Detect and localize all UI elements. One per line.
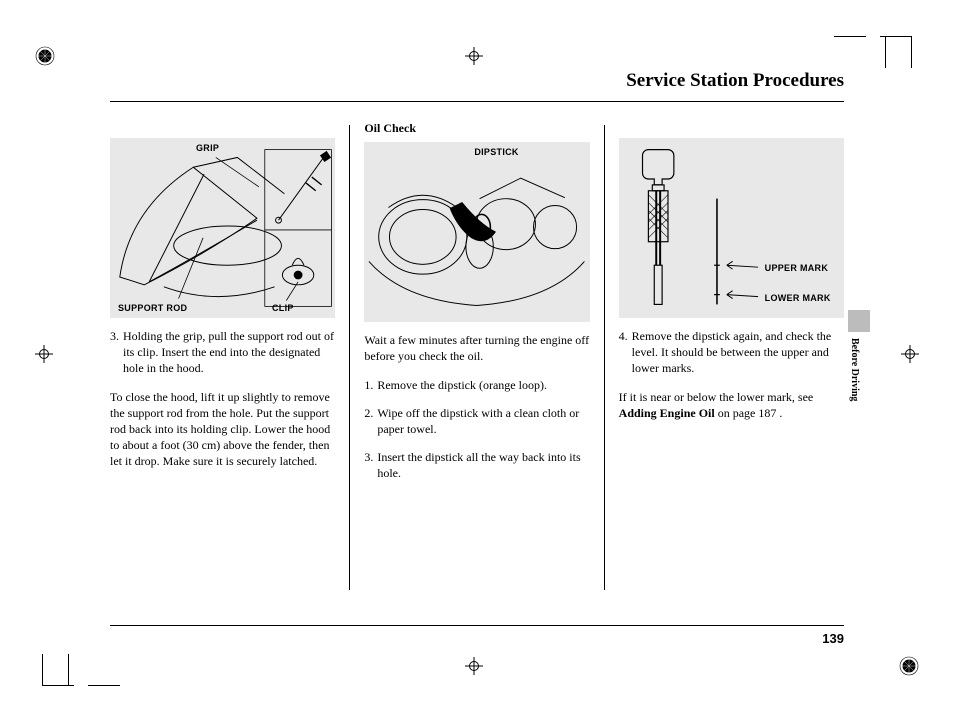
- column-divider: [604, 125, 605, 590]
- step-3: 3. Holding the grip, pull the support ro…: [110, 328, 335, 377]
- crop-mark: [42, 654, 43, 686]
- registration-mark-icon: [35, 46, 55, 66]
- figure-engine-dipstick: DIPSTICK: [364, 142, 589, 322]
- fig-label-support-rod: SUPPORT ROD: [118, 302, 187, 314]
- crop-mark: [42, 685, 74, 686]
- step-number: 4.: [619, 328, 628, 377]
- close-hood-paragraph: To close the hood, lift it up slightly t…: [110, 389, 335, 470]
- title-rule: [110, 101, 844, 102]
- content-columns: GRIP SUPPORT ROD CLIP 3. Holding the gri…: [110, 120, 844, 590]
- adding-engine-oil-ref: Adding Engine Oil: [619, 406, 715, 420]
- column-1: GRIP SUPPORT ROD CLIP 3. Holding the gri…: [110, 120, 335, 590]
- column-divider: [349, 125, 350, 590]
- oil-step-3: 3. Insert the dipstick all the way back …: [364, 449, 589, 481]
- footer-rule: [110, 625, 844, 626]
- step-text: Remove the dipstick again, and check the…: [632, 328, 844, 377]
- cross-mark-icon: [465, 47, 483, 65]
- fig-label-upper-mark: UPPER MARK: [765, 262, 829, 274]
- column-2: Oil Check DIPSTICK: [364, 120, 589, 590]
- crop-mark: [834, 36, 866, 37]
- step-text: Holding the grip, pull the support rod o…: [123, 328, 335, 377]
- oil-check-heading: Oil Check: [364, 120, 589, 136]
- crop-mark: [885, 36, 886, 68]
- fig-label-clip: CLIP: [272, 302, 294, 314]
- figure-dipstick-marks: UPPER MARK LOWER MARK: [619, 138, 844, 318]
- registration-mark-icon: [899, 656, 919, 676]
- tail-post: on page 187 .: [715, 406, 783, 420]
- section-side-label: Before Driving: [849, 338, 860, 401]
- page-number: 139: [822, 631, 844, 646]
- step-number: 1.: [364, 377, 373, 393]
- page-title: Service Station Procedures: [626, 70, 844, 92]
- fig-label-dipstick: DIPSTICK: [474, 146, 518, 158]
- tail-pre: If it is near or below the lower mark, s…: [619, 390, 814, 404]
- crop-mark: [911, 36, 912, 68]
- crop-mark: [68, 654, 69, 686]
- oil-step-4: 4. Remove the dipstick again, and check …: [619, 328, 844, 377]
- step-number: 3.: [110, 328, 119, 377]
- step-text: Insert the dipstick all the way back int…: [377, 449, 589, 481]
- oil-tail-paragraph: If it is near or below the lower mark, s…: [619, 389, 844, 421]
- cross-mark-icon: [35, 345, 53, 363]
- step-number: 3.: [364, 449, 373, 481]
- oil-intro: Wait a few minutes after turning the eng…: [364, 332, 589, 364]
- figure-hood-support: GRIP SUPPORT ROD CLIP: [110, 138, 335, 318]
- fig-label-lower-mark: LOWER MARK: [765, 292, 831, 304]
- column-3: UPPER MARK LOWER MARK 4. Remove the dips…: [619, 120, 844, 590]
- oil-step-2: 2. Wipe off the dipstick with a clean cl…: [364, 405, 589, 437]
- section-tab: [848, 310, 870, 332]
- oil-step-1: 1. Remove the dipstick (orange loop).: [364, 377, 589, 393]
- step-text: Wipe off the dipstick with a clean cloth…: [377, 405, 589, 437]
- cross-mark-icon: [901, 345, 919, 363]
- step-text: Remove the dipstick (orange loop).: [377, 377, 589, 393]
- crop-mark: [88, 685, 120, 686]
- step-number: 2.: [364, 405, 373, 437]
- cross-mark-icon: [465, 657, 483, 675]
- fig-label-grip: GRIP: [196, 142, 219, 154]
